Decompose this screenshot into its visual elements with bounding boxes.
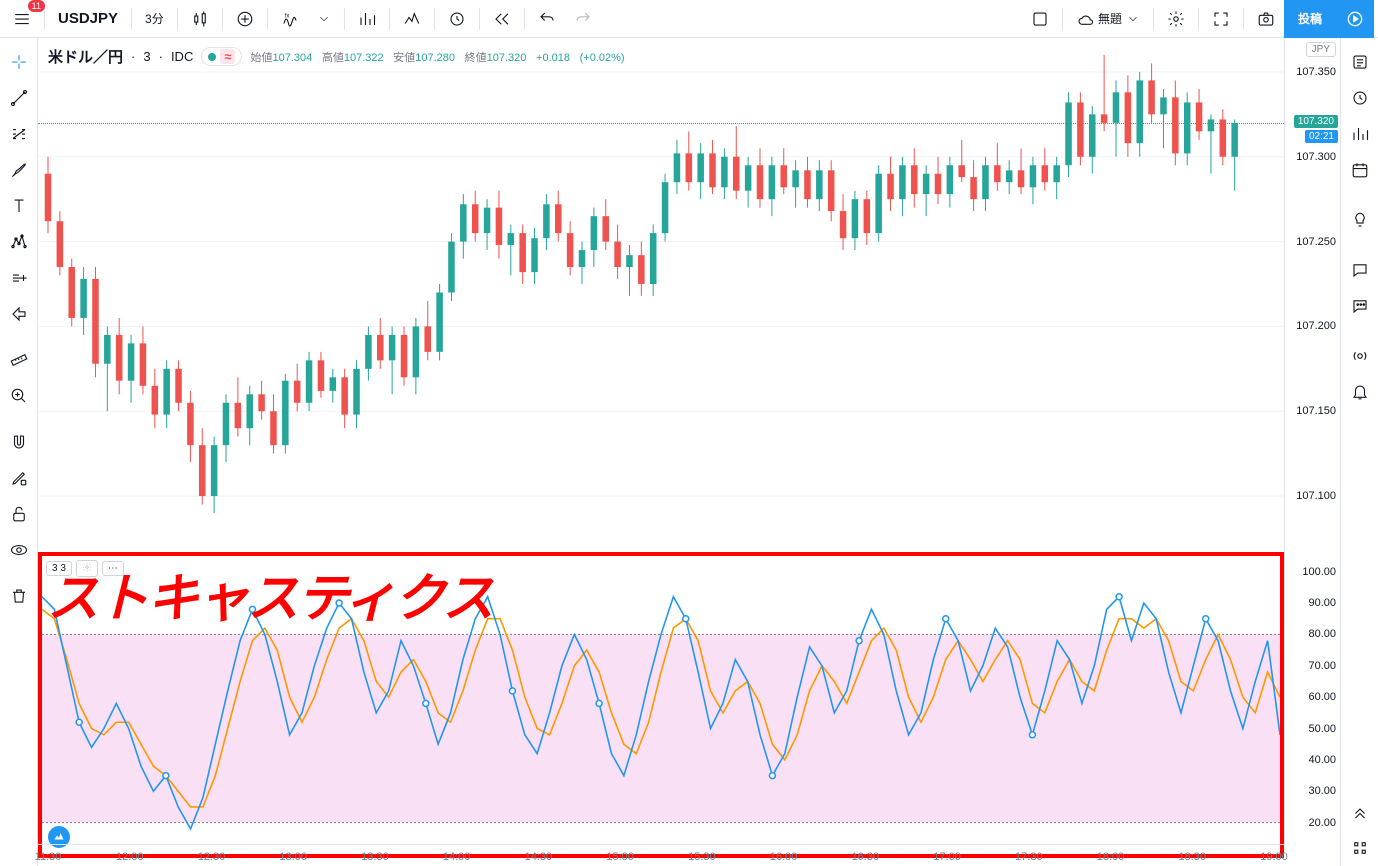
replay-button[interactable] bbox=[485, 4, 519, 34]
stochastic-title-overlay: ストキャスティクス bbox=[47, 556, 492, 631]
alerts-panel-icon[interactable] bbox=[1345, 83, 1375, 113]
play-button[interactable] bbox=[1336, 0, 1374, 38]
notifications-icon[interactable] bbox=[1345, 377, 1375, 407]
candle-style-button[interactable] bbox=[183, 4, 217, 34]
menu-button[interactable]: 11 bbox=[5, 4, 39, 34]
chart-legend: 米ドル／円 · 3 · IDC ≈ 始値107.304 高値107.322 安値… bbox=[48, 46, 631, 67]
watchlist-icon[interactable] bbox=[1345, 47, 1375, 77]
separator bbox=[524, 8, 525, 30]
price-y-axis[interactable]: JPY 107.100107.150107.200107.250107.3001… bbox=[1284, 38, 1340, 844]
separator bbox=[389, 8, 390, 30]
stream-icon[interactable] bbox=[1345, 341, 1375, 371]
chat-icon[interactable] bbox=[1345, 255, 1375, 285]
more-icon[interactable] bbox=[1345, 833, 1375, 863]
separator bbox=[1062, 8, 1063, 30]
settings-button[interactable] bbox=[1159, 4, 1193, 34]
arrow-icon[interactable] bbox=[4, 299, 34, 329]
trendline-tool[interactable] bbox=[4, 83, 34, 113]
brush-tool[interactable] bbox=[4, 155, 34, 185]
pattern-tool[interactable] bbox=[4, 227, 34, 257]
notification-badge: 11 bbox=[28, 0, 45, 12]
undo-button[interactable] bbox=[530, 4, 564, 34]
collapse-icon[interactable] bbox=[1345, 797, 1375, 827]
fullscreen-button[interactable] bbox=[1204, 4, 1238, 34]
separator bbox=[1243, 8, 1244, 30]
fib-tool[interactable] bbox=[4, 119, 34, 149]
status-dot-icon bbox=[208, 53, 216, 61]
hotlist-icon[interactable] bbox=[1345, 119, 1375, 149]
right-toolbar bbox=[1340, 38, 1378, 866]
ideas-icon[interactable] bbox=[1345, 205, 1375, 235]
compare-button[interactable] bbox=[228, 4, 262, 34]
left-drawing-toolbar bbox=[0, 38, 38, 866]
financials-button[interactable] bbox=[350, 4, 384, 34]
private-chat-icon[interactable] bbox=[1345, 291, 1375, 321]
separator bbox=[434, 8, 435, 30]
lock-edit-tool[interactable] bbox=[4, 463, 34, 493]
hide-tool[interactable] bbox=[4, 535, 34, 565]
lock-tool[interactable] bbox=[4, 499, 34, 529]
ohlc-values: 始値107.304 高値107.322 安値107.280 終値107.320 … bbox=[250, 49, 630, 65]
legend-exchange: IDC bbox=[171, 49, 193, 64]
indicators-dropdown[interactable] bbox=[309, 4, 339, 34]
trash-tool[interactable] bbox=[4, 581, 34, 611]
interval-button[interactable]: 3分 bbox=[137, 4, 172, 34]
separator bbox=[344, 8, 345, 30]
magnet-tool[interactable] bbox=[4, 427, 34, 457]
candlestick-chart bbox=[38, 38, 1284, 530]
current-price-line bbox=[38, 123, 1284, 124]
publish-button[interactable]: 投稿 bbox=[1284, 0, 1336, 38]
symbol-button[interactable]: USDJPY bbox=[50, 4, 126, 34]
currency-badge: JPY bbox=[1306, 42, 1336, 57]
separator bbox=[44, 8, 45, 30]
layout-select-button[interactable] bbox=[1023, 4, 1057, 34]
svg-text:fx: fx bbox=[284, 13, 289, 19]
separator bbox=[177, 8, 178, 30]
indicators-button[interactable]: fx bbox=[273, 4, 307, 34]
redo-button[interactable] bbox=[566, 4, 600, 34]
top-toolbar: 11 USDJPY 3分 fx 無題 投稿 bbox=[0, 0, 1378, 38]
separator bbox=[222, 8, 223, 30]
approx-badge: ≈ bbox=[220, 49, 235, 64]
forecast-tool[interactable] bbox=[4, 263, 34, 293]
ruler-tool[interactable] bbox=[4, 345, 34, 375]
separator bbox=[1153, 8, 1154, 30]
legend-interval: 3 bbox=[143, 49, 150, 64]
separator bbox=[131, 8, 132, 30]
alert-button[interactable] bbox=[440, 4, 474, 34]
stochastic-panel: 3 3 ⋯ ストキャスティクス 20.0030.0040.0050.0060.0… bbox=[38, 552, 1284, 858]
templates-button[interactable] bbox=[395, 4, 429, 34]
time-x-axis[interactable]: 11:3012:0012:3013:0013:3014:0014:3015:00… bbox=[38, 844, 1284, 866]
separator bbox=[267, 8, 268, 30]
screenshot-button[interactable] bbox=[1249, 4, 1283, 34]
separator bbox=[1198, 8, 1199, 30]
calendar-icon[interactable] bbox=[1345, 155, 1375, 185]
zoom-tool[interactable] bbox=[4, 381, 34, 411]
chart-area[interactable]: 米ドル／円 · 3 · IDC ≈ 始値107.304 高値107.322 安値… bbox=[38, 38, 1340, 866]
symbol-name: 米ドル／円 bbox=[48, 46, 123, 67]
save-layout-button[interactable]: 無題 bbox=[1068, 4, 1148, 34]
crosshair-tool[interactable] bbox=[4, 47, 34, 77]
save-layout-label: 無題 bbox=[1098, 10, 1122, 27]
separator bbox=[479, 8, 480, 30]
text-tool[interactable] bbox=[4, 191, 34, 221]
